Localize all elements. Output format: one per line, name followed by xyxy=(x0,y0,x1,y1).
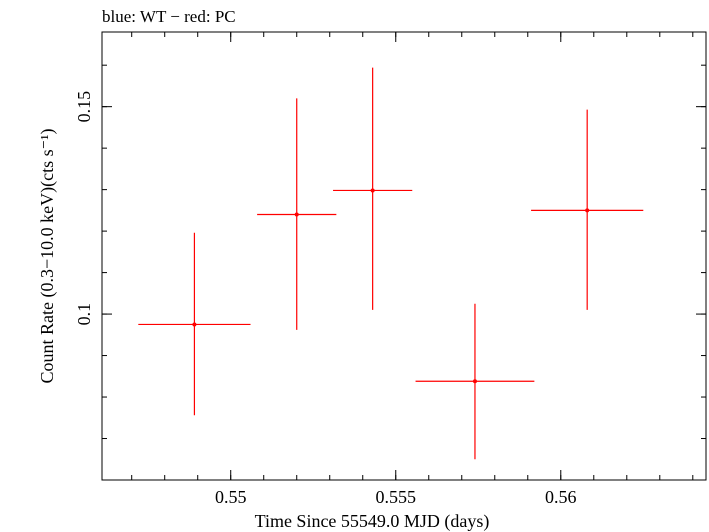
point-marker xyxy=(294,212,299,217)
x-tick-label: 0.555 xyxy=(375,487,416,507)
data-point xyxy=(531,109,644,310)
axis-ticks xyxy=(102,32,706,481)
series-pc xyxy=(138,67,644,460)
y-tick-label: 0.1 xyxy=(74,303,94,326)
data-point xyxy=(257,98,337,330)
data-series xyxy=(138,67,644,460)
data-point xyxy=(415,303,535,460)
x-tick-labels: 0.55 0.555 0.56 xyxy=(215,487,577,507)
data-point xyxy=(138,232,251,416)
x-axis-label: Time Since 55549.0 MJD (days) xyxy=(255,511,490,532)
x-tick-label: 0.55 xyxy=(215,487,247,507)
y-tick-label: 0.15 xyxy=(74,91,94,123)
point-marker xyxy=(472,379,477,384)
y-tick-labels: 0.1 0.15 xyxy=(74,91,94,325)
data-point xyxy=(333,67,413,310)
plot-frame xyxy=(101,31,707,481)
point-marker xyxy=(192,322,197,327)
point-marker xyxy=(370,188,375,193)
chart-title: blue: WT − red: PC xyxy=(102,7,236,26)
y-axis-label: Count Rate (0.3−10.0 keV)(cts s⁻¹) xyxy=(37,128,58,383)
point-marker xyxy=(585,208,590,213)
x-tick-label: 0.56 xyxy=(545,487,577,507)
